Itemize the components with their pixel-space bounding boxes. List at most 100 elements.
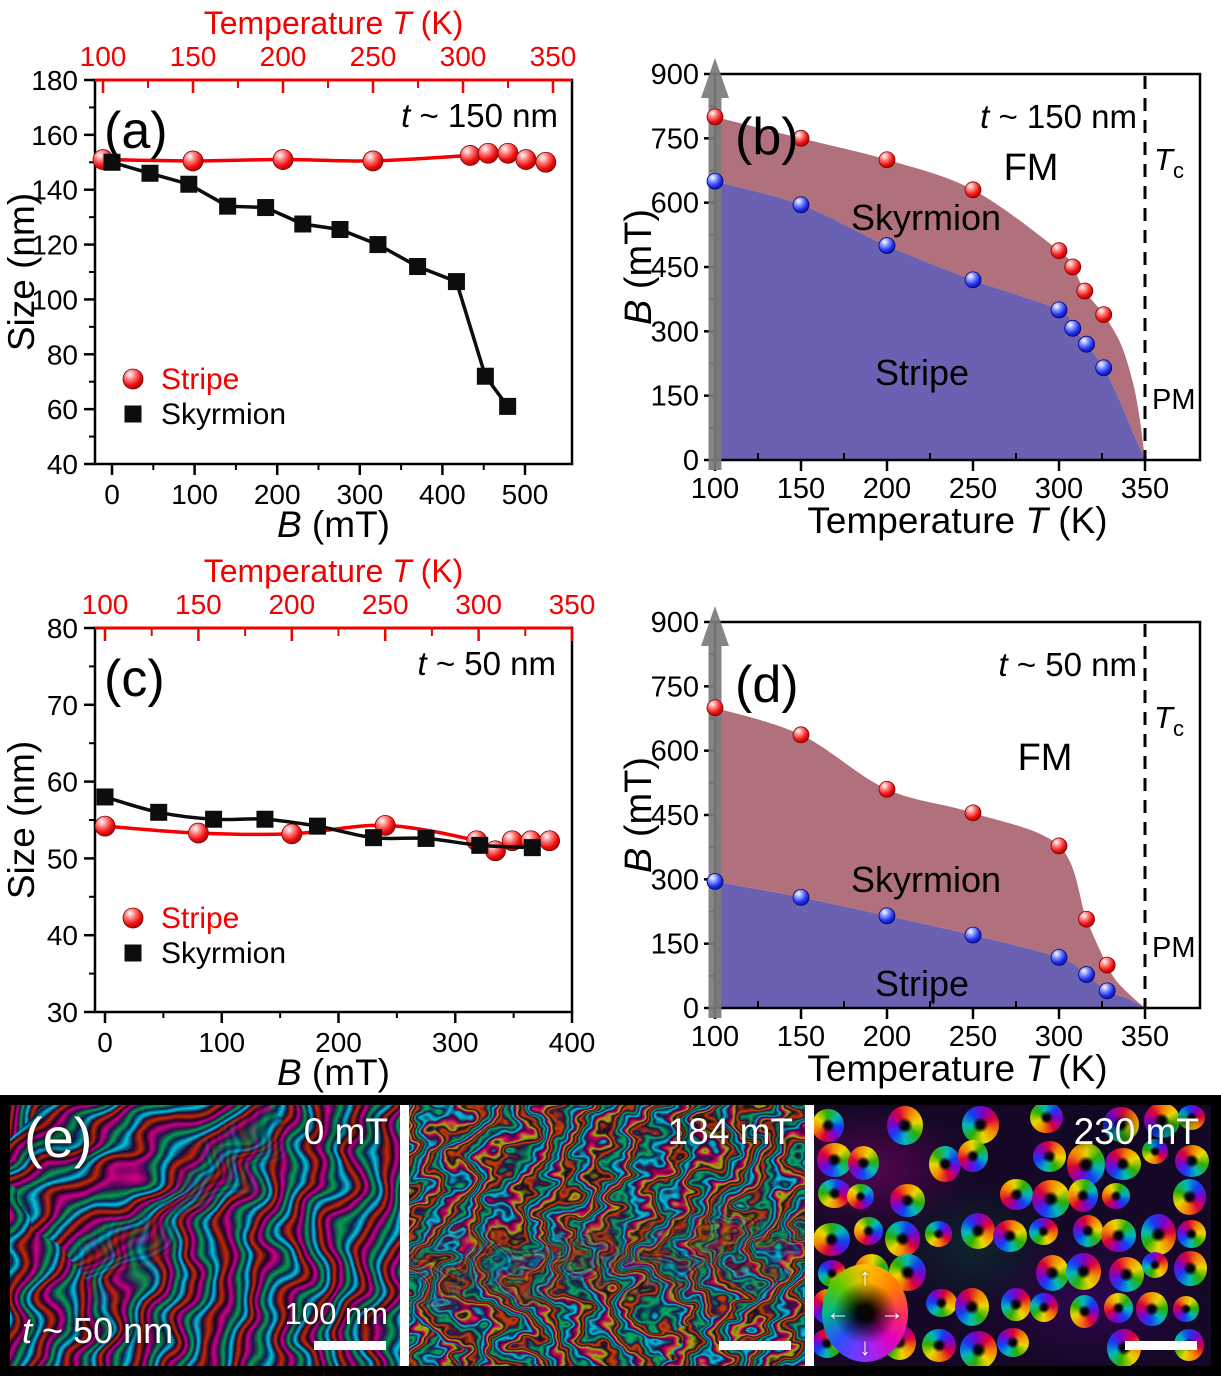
skyrmion-square-marker — [219, 197, 237, 215]
scalebar — [1125, 1341, 1197, 1350]
bottom-axis: 100 150 200 250 300 350 — [691, 1001, 1169, 1053]
thickness-annotation: t ~ 50 nm — [418, 645, 557, 682]
blue-sphere-marker — [1078, 966, 1095, 983]
series-stripe — [92, 142, 557, 173]
x-tick-label: 0 — [97, 1027, 113, 1058]
top-axis-title: Temperature T (K) — [204, 553, 464, 589]
y-tick-label: 150 — [651, 381, 699, 413]
scalebar-label: 100 nm — [284, 1296, 388, 1331]
x-tick-label: 300 — [1035, 473, 1083, 505]
red-sphere-marker — [362, 150, 384, 172]
field-value-label: 230 mT — [1073, 1111, 1199, 1152]
skyrmion-square-marker — [150, 803, 168, 821]
x-tick-label: 150 — [777, 473, 825, 505]
blue-sphere-marker — [878, 237, 896, 254]
x-tick-label: 250 — [949, 473, 997, 505]
red-sphere-marker — [1098, 956, 1116, 974]
x-tick-label: 300 — [432, 1027, 479, 1058]
blue-sphere-marker — [706, 172, 724, 190]
skyrmion-dot — [854, 1216, 884, 1245]
top-tick-label: 250 — [362, 589, 409, 620]
legend-label-stripe: Stripe — [161, 363, 239, 396]
skyrmion-square-marker — [365, 829, 383, 847]
top-tick-label: 350 — [530, 41, 577, 72]
blue-sphere-marker — [1095, 359, 1113, 377]
series-stripe — [94, 814, 560, 862]
top-axis-temperature: 100 150 200 250 300 350 — [80, 41, 577, 93]
bottom-axis: 0 100 200 300 400 500 — [104, 464, 548, 510]
red-sphere-marker — [477, 142, 499, 164]
y-tick-label: 120 — [31, 230, 78, 261]
skyrmion-square-marker — [124, 405, 142, 423]
top-tick-label: 300 — [455, 589, 502, 620]
red-sphere-marker — [187, 822, 209, 844]
x-tick-label: 350 — [1121, 1021, 1169, 1053]
ltem-image-230mT: ↑ ↓ ← → 230 mT — [814, 1105, 1211, 1366]
red-sphere-marker — [182, 150, 204, 172]
top-axis-title: Temperature T (K) — [204, 5, 464, 41]
top-tick-label: 200 — [260, 41, 307, 72]
fm-region-label: FM — [1004, 147, 1059, 189]
left-axis: 0 150 300 450 600 750 900 — [651, 59, 715, 477]
skyrmion-dot — [955, 1287, 990, 1327]
skyrmion-square-marker — [369, 236, 387, 254]
red-sphere-marker — [1050, 837, 1068, 855]
arrow-right-icon: → — [880, 1299, 904, 1326]
skyrmion-square-marker — [294, 215, 312, 233]
panel-letter: (a) — [104, 102, 168, 160]
y-tick-label: 40 — [47, 920, 78, 951]
skyrmion-dot — [1174, 1251, 1207, 1286]
skyrmion-dot — [996, 1327, 1030, 1358]
x-axis-title: B (mT) — [277, 1052, 390, 1093]
y-tick-label: 900 — [651, 59, 699, 91]
skyrmion-square-marker — [180, 175, 198, 193]
y-tick-label: 70 — [47, 690, 78, 721]
red-sphere-marker — [281, 823, 303, 845]
skyrmion-dot — [1001, 1287, 1031, 1322]
top-tick-label: 200 — [268, 589, 315, 620]
x-tick-label: 350 — [1121, 473, 1169, 505]
boundary-fm_skyrmion — [706, 699, 1116, 974]
red-sphere-marker — [706, 108, 724, 126]
boundary-skyrmion_stripe — [706, 873, 1116, 1000]
skyrmion-square-marker — [205, 810, 223, 828]
chart-a-size-vs-field-150nm: 40 60 80 100 120 140 160 180 Size (nm) 0 100 200 300… — [1, 5, 577, 545]
skyrmion-dot — [1141, 1251, 1169, 1278]
skyrmion-dot — [1141, 1138, 1169, 1164]
helical-stripe-texture — [10, 1105, 400, 1366]
top-tick-label: 100 — [80, 41, 127, 72]
skyrmion-dot — [1028, 1217, 1059, 1246]
x-axis-title: Temperature T (K) — [807, 1048, 1107, 1089]
skyrmion-dot — [1140, 1214, 1177, 1255]
panel-letter: (c) — [104, 650, 165, 708]
x-tick-label: 200 — [863, 1021, 911, 1053]
skyrmion-dot — [1176, 1220, 1206, 1248]
x-tick-label: 100 — [171, 479, 218, 510]
skyrmion-square-marker — [471, 836, 489, 854]
skyrmion-dot — [1101, 1219, 1136, 1253]
arrow-left-icon: ← — [826, 1299, 850, 1326]
y-tick-label: 60 — [47, 767, 78, 798]
skyrmion-dot — [847, 1184, 874, 1210]
y-tick-label: 140 — [31, 175, 78, 206]
top-tick-label: 100 — [82, 589, 129, 620]
skyrmion-dot — [814, 1108, 844, 1143]
y-tick-label: 900 — [651, 607, 699, 639]
stripe-region-label: Stripe — [875, 963, 969, 1004]
skyrmion-dot — [1032, 1180, 1070, 1218]
y-tick-label: 150 — [651, 929, 699, 961]
top-tick-label: 150 — [170, 41, 217, 72]
skyrmion-dot — [924, 1220, 953, 1247]
ltem-image-0mT: (e) 0 mT t ~ 50 nm 100 nm — [10, 1105, 400, 1366]
red-sphere-marker — [272, 149, 294, 170]
red-sphere-marker — [964, 181, 982, 199]
skyrmion-square-marker — [256, 810, 274, 828]
blue-sphere-marker — [964, 271, 982, 289]
scalebar — [314, 1341, 386, 1350]
red-sphere-marker — [878, 780, 896, 798]
skyrmion-dot — [817, 1142, 852, 1178]
thickness-label: t ~ 50 nm — [22, 1310, 174, 1351]
blue-sphere-marker — [878, 907, 896, 925]
legend-label-stripe: Stripe — [161, 902, 239, 935]
